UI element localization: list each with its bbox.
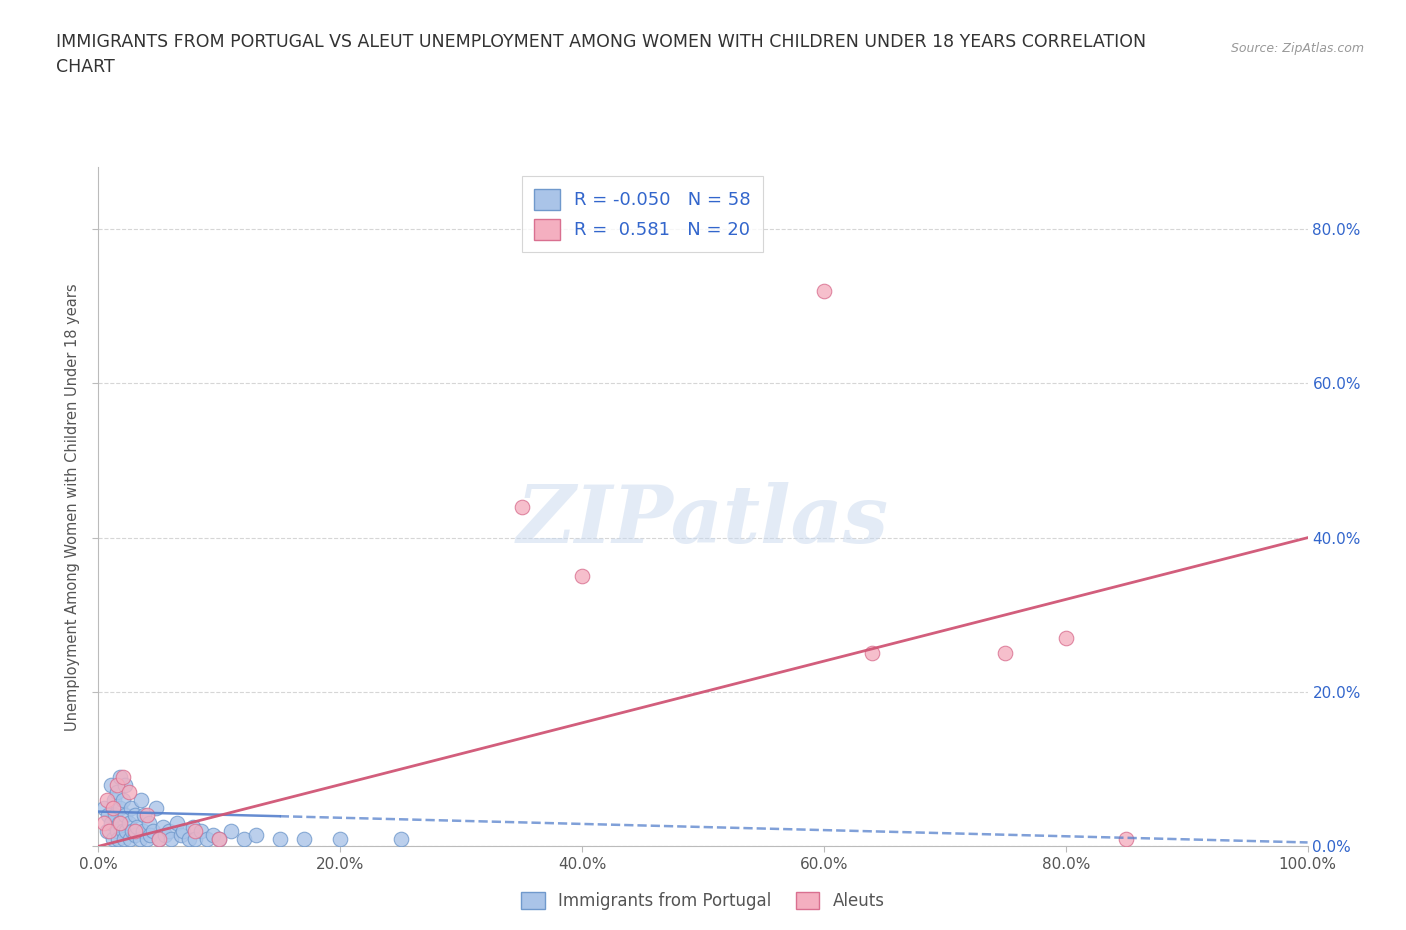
Point xyxy=(124,823,146,838)
Point xyxy=(108,816,131,830)
Point xyxy=(93,801,115,816)
Point xyxy=(221,823,243,838)
Point xyxy=(93,816,115,830)
Point xyxy=(97,808,120,823)
Point xyxy=(202,828,225,843)
Point xyxy=(101,801,124,816)
Point xyxy=(152,819,174,834)
Legend: R = -0.050   N = 58, R =  0.581   N = 20: R = -0.050 N = 58, R = 0.581 N = 20 xyxy=(522,177,763,252)
Point xyxy=(98,823,121,838)
Point xyxy=(184,823,207,838)
Y-axis label: Unemployment Among Women with Children Under 18 years: Unemployment Among Women with Children U… xyxy=(65,283,80,731)
Point xyxy=(994,646,1017,661)
Point xyxy=(269,831,291,846)
Point xyxy=(105,785,128,800)
Point xyxy=(124,828,146,843)
Point xyxy=(108,769,131,784)
Point xyxy=(329,831,352,846)
Point xyxy=(128,831,150,846)
Point xyxy=(232,831,254,846)
Text: IMMIGRANTS FROM PORTUGAL VS ALEUT UNEMPLOYMENT AMONG WOMEN WITH CHILDREN UNDER 1: IMMIGRANTS FROM PORTUGAL VS ALEUT UNEMPL… xyxy=(56,33,1146,50)
Point xyxy=(145,801,167,816)
Point xyxy=(132,823,155,838)
Point xyxy=(127,819,149,834)
Point xyxy=(153,828,176,843)
Point xyxy=(111,823,134,838)
Point xyxy=(208,831,231,846)
Point xyxy=(172,823,194,838)
Point xyxy=(571,569,593,584)
Point xyxy=(181,819,204,834)
Point xyxy=(96,792,118,807)
Text: ZIPatlas: ZIPatlas xyxy=(517,482,889,559)
Point xyxy=(111,769,134,784)
Point xyxy=(103,792,125,807)
Point xyxy=(105,823,128,838)
Point xyxy=(169,828,191,843)
Point xyxy=(166,816,188,830)
Point xyxy=(157,823,180,838)
Point xyxy=(101,831,124,846)
Point xyxy=(860,646,883,661)
Point xyxy=(160,831,183,846)
Text: Source: ZipAtlas.com: Source: ZipAtlas.com xyxy=(1230,42,1364,55)
Point xyxy=(148,831,170,846)
Point xyxy=(96,823,118,838)
Point xyxy=(135,808,157,823)
Point xyxy=(139,828,162,843)
Point xyxy=(195,831,218,846)
Point xyxy=(148,831,170,846)
Point xyxy=(115,823,138,838)
Point xyxy=(190,823,212,838)
Point xyxy=(129,792,152,807)
Point xyxy=(813,284,835,299)
Point xyxy=(245,828,267,843)
Point xyxy=(208,831,231,846)
Point xyxy=(112,831,135,846)
Point xyxy=(134,808,156,823)
Point xyxy=(111,792,134,807)
Point xyxy=(138,816,160,830)
Point xyxy=(120,801,142,816)
Point xyxy=(100,816,122,830)
Point xyxy=(121,823,143,838)
Point xyxy=(118,831,141,846)
Point xyxy=(107,831,129,846)
Point xyxy=(108,801,131,816)
Point xyxy=(135,831,157,846)
Point xyxy=(100,777,122,792)
Point xyxy=(114,808,136,823)
Point xyxy=(292,831,315,846)
Point xyxy=(118,785,141,800)
Point xyxy=(510,499,533,514)
Point xyxy=(105,777,128,792)
Point xyxy=(1054,631,1077,645)
Point xyxy=(118,816,141,830)
Point xyxy=(142,823,165,838)
Point xyxy=(104,808,127,823)
Point xyxy=(389,831,412,846)
Point xyxy=(1115,831,1137,846)
Point xyxy=(124,808,146,823)
Point xyxy=(184,831,207,846)
Text: CHART: CHART xyxy=(56,58,115,75)
Point xyxy=(114,777,136,792)
Legend: Immigrants from Portugal, Aleuts: Immigrants from Portugal, Aleuts xyxy=(515,885,891,917)
Point xyxy=(179,831,201,846)
Point xyxy=(108,816,131,830)
